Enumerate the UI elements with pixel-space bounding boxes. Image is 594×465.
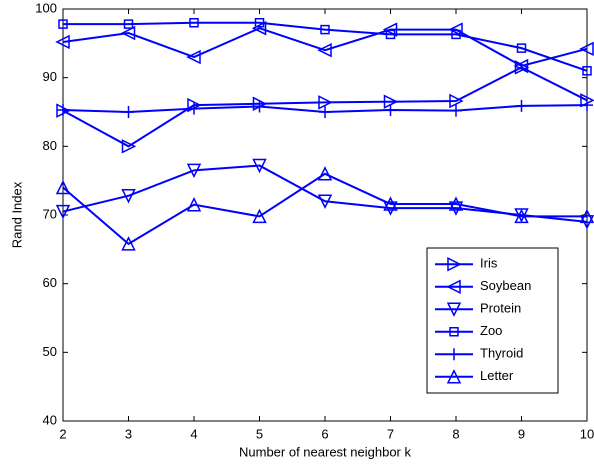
x-tick-label: 4 <box>190 426 197 441</box>
data-point <box>254 17 265 28</box>
data-point <box>383 196 398 211</box>
y-tick-label: 50 <box>43 344 57 359</box>
data-point <box>121 236 136 251</box>
series-line <box>63 21 588 72</box>
legend-label: Soybean <box>480 278 531 293</box>
x-tick-label: 2 <box>59 426 66 441</box>
data-point <box>123 19 134 29</box>
y-tick-label: 60 <box>43 275 57 290</box>
data-point <box>120 25 136 41</box>
y-tick-label: 40 <box>43 412 57 427</box>
legend-label: Thyroid <box>480 346 523 361</box>
y-tick-label: 70 <box>43 206 57 221</box>
legend-label: Iris <box>480 256 498 271</box>
x-tick-label: 6 <box>321 426 328 441</box>
data-point <box>448 22 463 37</box>
data-point <box>122 106 135 118</box>
data-point <box>515 99 528 112</box>
data-point <box>252 208 267 224</box>
data-point <box>579 41 594 57</box>
data-point <box>320 24 330 35</box>
data-point <box>448 201 464 216</box>
data-point <box>579 208 594 224</box>
data-point <box>451 29 461 40</box>
series-line <box>62 27 588 68</box>
data-point <box>58 19 68 29</box>
y-tick-label: 90 <box>43 69 57 84</box>
legend-label: Letter <box>480 368 514 383</box>
data-point <box>516 43 527 53</box>
x-axis-label: Number of nearest neighbor k <box>239 444 411 459</box>
data-point <box>384 103 397 116</box>
data-point <box>582 66 592 76</box>
y-tick-label: 80 <box>43 138 57 153</box>
legend-marker <box>447 257 462 272</box>
x-tick-label: 8 <box>452 426 459 441</box>
x-tick-label: 7 <box>387 426 394 441</box>
legend-marker <box>446 369 462 384</box>
data-point <box>55 204 71 220</box>
legend-marker <box>446 279 461 294</box>
x-tick-label: 5 <box>256 426 263 441</box>
x-tick-label: 3 <box>125 426 132 441</box>
legend-marker <box>448 348 460 361</box>
data-point <box>450 104 462 117</box>
data-point <box>317 194 333 209</box>
data-point <box>57 103 69 116</box>
data-point <box>252 158 267 174</box>
data-point <box>188 102 200 115</box>
y-tick-label: 100 <box>35 0 57 15</box>
data-point <box>385 29 396 40</box>
series-line <box>62 172 587 246</box>
data-point <box>382 22 398 37</box>
legend-marker <box>446 302 462 317</box>
data-point <box>317 166 333 181</box>
data-point <box>55 34 70 50</box>
data-point <box>186 49 201 65</box>
legend-box <box>426 247 559 394</box>
data-point <box>318 95 333 110</box>
y-axis-label: Rand Index <box>9 181 24 248</box>
data-point <box>448 196 464 211</box>
data-point <box>319 106 331 118</box>
x-tick-label: 10 <box>580 426 594 441</box>
data-point <box>121 189 136 204</box>
data-point <box>186 163 202 179</box>
x-tick-label: 9 <box>518 426 525 441</box>
legend-label: Protein <box>480 301 521 316</box>
series-line <box>62 66 588 148</box>
data-point <box>253 100 266 113</box>
data-point <box>514 60 530 75</box>
data-point <box>449 93 464 109</box>
data-point <box>121 139 137 154</box>
legend-label: Zoo <box>480 323 502 338</box>
legend-marker <box>449 327 459 337</box>
data-point <box>55 179 71 195</box>
data-point <box>251 21 267 36</box>
data-point <box>514 208 529 224</box>
data-point <box>189 17 199 28</box>
data-point <box>581 99 593 112</box>
data-point <box>383 201 398 216</box>
data-point <box>317 42 332 58</box>
data-point <box>186 197 202 212</box>
data-point <box>513 58 529 74</box>
